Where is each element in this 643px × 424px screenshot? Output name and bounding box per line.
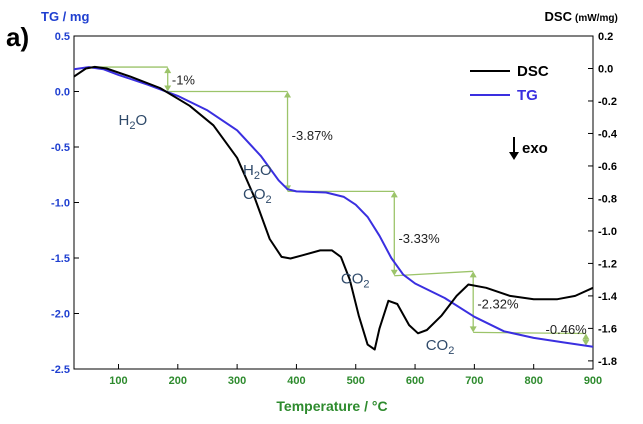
y-right-tick-label: -1.2 [598,258,617,270]
series-group [73,65,594,351]
x-tick-label: 600 [406,375,424,387]
y-left-tick-label: -2.0 [51,309,70,321]
exo-arrowhead-icon [509,152,519,160]
y-left-tick-label: -0.5 [51,142,70,154]
annotations: H2O H2O CO2 CO2 CO2 [118,112,454,357]
legend: DSC TG [470,63,549,104]
y-right-tick-label: -1.0 [598,226,617,238]
arrow-down-icon [582,339,590,346]
y-right-tick-label: -0.8 [598,193,617,205]
y-left-axis-label: TG / mg [41,9,89,24]
exo-indicator: exo [509,137,548,160]
axis-ticks: 100 200 300 400 500 600 700 800 900 -2.5 -2.0 -1.5 -… [51,31,618,387]
arrow-up-icon [582,333,590,340]
y-right-axis-label-unit: (mW/mg) [575,13,618,24]
dsc-series-line [73,65,594,351]
y-right-tick-label: 0.2 [598,31,613,43]
x-tick-label: 300 [228,375,246,387]
y-right-axis-label: DSC (mW/mg) [545,9,618,24]
arrow-up-icon [469,271,477,278]
x-tick-label: 700 [465,375,483,387]
arrow-down-icon [469,326,477,333]
x-tick-label: 400 [287,375,305,387]
legend-dsc-label: DSC [517,63,549,80]
species-annotation: H2O [118,112,147,132]
legend-tg-label: TG [517,87,538,104]
species-annotation: CO2 [426,337,455,357]
mass-loss-label: -0.46% [546,322,588,337]
x-tick-label: 200 [169,375,187,387]
y-right-tick-label: 0.0 [598,63,613,75]
arrow-down-icon [390,269,398,276]
guide-line [473,331,586,335]
guide-line [394,270,474,277]
species-annotation: CO2 [243,186,272,206]
mass-loss-label: -3.87% [292,128,334,143]
x-tick-label: 900 [584,375,602,387]
arrow-up-icon [284,91,292,98]
y-right-tick-label: -0.6 [598,161,617,173]
arrow-down-icon [164,85,172,92]
panel-label: a) [6,22,29,52]
mass-loss-guides: -1% -3.87% -3.33% -2.32% -0.46% [94,66,590,346]
mass-loss-label: -3.33% [398,231,440,246]
y-right-tick-label: -0.2 [598,96,617,108]
tg-series-line [73,66,594,348]
exo-label: exo [522,140,548,157]
y-right-tick-label: -1.4 [598,291,618,303]
y-left-tick-label: 0.5 [55,31,70,43]
species-annotation: H2O [243,162,272,182]
species-annotation: CO2 [341,271,370,291]
arrow-up-icon [164,67,172,74]
y-left-tick-label: -2.5 [51,364,70,376]
x-tick-label: 800 [525,375,543,387]
y-left-tick-label: -1.5 [51,253,70,265]
arrow-up-icon [390,191,398,198]
y-right-tick-label: -1.8 [598,356,617,368]
x-tick-label: 100 [109,375,127,387]
mass-loss-label: -2.32% [477,297,519,312]
y-left-tick-label: -1.0 [51,198,70,210]
y-left-tick-label: 0.0 [55,87,70,99]
y-right-tick-label: -0.4 [598,128,618,140]
y-right-axis-label-main: DSC [545,9,573,24]
mass-loss-label: -1% [172,72,196,87]
y-right-tick-label: -1.6 [598,323,617,335]
x-tick-label: 500 [347,375,365,387]
x-axis-label: Temperature / °C [276,398,387,414]
